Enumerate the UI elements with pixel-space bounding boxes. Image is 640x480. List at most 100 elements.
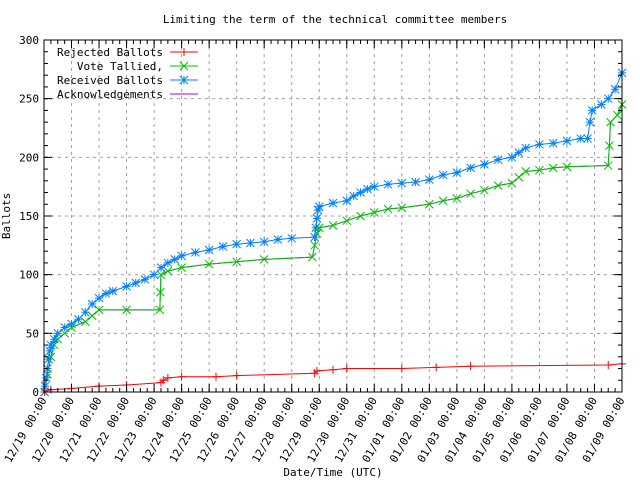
- plus-marker: [232, 371, 241, 380]
- star-marker: [311, 223, 321, 233]
- star-marker: [80, 307, 90, 317]
- star-marker: [156, 263, 166, 272]
- star-marker: [87, 299, 97, 309]
- star-marker: [163, 258, 173, 268]
- star-marker: [452, 168, 462, 177]
- star-marker: [535, 140, 544, 149]
- y-tick-label: 300: [19, 34, 39, 47]
- star-marker: [122, 282, 131, 291]
- cross-marker: [163, 266, 173, 276]
- cross-marker: [466, 189, 475, 199]
- star-marker: [493, 155, 503, 165]
- star-marker: [246, 238, 255, 248]
- star-marker: [342, 196, 352, 206]
- cross-marker: [613, 110, 622, 120]
- star-marker: [369, 182, 379, 192]
- cross-marker: [155, 305, 165, 315]
- cross-marker: [369, 208, 379, 217]
- series-received-ballots: [40, 68, 627, 397]
- star-marker: [356, 188, 365, 197]
- star-marker: [310, 232, 320, 242]
- star-marker: [438, 170, 448, 180]
- star-marker: [562, 136, 572, 146]
- series-line: [44, 363, 623, 393]
- star-marker: [108, 286, 118, 296]
- cross-marker: [514, 172, 524, 182]
- star-marker: [514, 148, 524, 157]
- plus-marker: [177, 372, 186, 381]
- cross-marker: [177, 263, 186, 272]
- star-marker: [424, 175, 434, 184]
- star-marker: [53, 328, 63, 338]
- star-marker: [312, 213, 322, 223]
- star-marker: [466, 163, 475, 173]
- star-marker: [314, 202, 324, 211]
- star-marker: [149, 270, 159, 280]
- plus-marker: [180, 48, 188, 56]
- cross-marker: [356, 211, 365, 221]
- cross-marker: [562, 162, 572, 172]
- y-tick-label: 250: [19, 93, 39, 106]
- y-tick-label: 150: [19, 210, 39, 223]
- cross-marker: [521, 167, 531, 176]
- y-tick-label: 50: [26, 327, 39, 340]
- star-marker: [287, 233, 297, 243]
- star-marker: [94, 293, 104, 303]
- cross-marker: [383, 204, 393, 214]
- star-marker: [140, 275, 150, 284]
- star-marker: [45, 346, 55, 356]
- star-marker: [49, 334, 59, 344]
- cross-marker: [342, 216, 352, 226]
- x-axis-label: Date/Time (UTC): [283, 466, 382, 479]
- legend-label: Rejected Ballots: [57, 46, 163, 59]
- cross-marker: [80, 317, 90, 326]
- star-marker: [383, 179, 393, 189]
- star-marker: [507, 152, 517, 162]
- cross-marker: [507, 178, 517, 188]
- star-marker: [603, 94, 613, 104]
- cross-marker: [122, 305, 131, 315]
- plus-marker: [432, 363, 441, 372]
- star-marker: [349, 191, 358, 201]
- star-marker: [411, 177, 420, 187]
- cross-marker: [204, 259, 214, 269]
- cross-marker: [452, 194, 462, 203]
- y-tick-label: 200: [19, 151, 39, 164]
- star-marker: [191, 248, 200, 257]
- star-marker: [170, 255, 180, 264]
- star-marker: [259, 237, 269, 247]
- cross-marker: [605, 141, 614, 150]
- star-marker: [610, 84, 620, 94]
- series-vote-tallied: [40, 100, 627, 397]
- star-marker: [273, 235, 283, 244]
- star-marker: [587, 106, 597, 115]
- star-marker: [597, 100, 606, 109]
- star-marker: [60, 323, 69, 332]
- cross-marker: [94, 305, 104, 315]
- cross-marker: [87, 311, 97, 321]
- cross-marker: [493, 181, 503, 190]
- star-marker: [40, 381, 50, 391]
- plus-marker: [329, 365, 337, 374]
- y-tick-label: 0: [32, 386, 39, 399]
- plus-marker: [342, 364, 351, 373]
- star-marker: [521, 143, 531, 153]
- legend-label: Received Ballots: [57, 74, 163, 87]
- star-marker: [363, 184, 372, 194]
- star-marker: [131, 278, 141, 288]
- cross-marker: [308, 252, 317, 262]
- cross-marker: [259, 255, 269, 264]
- cross-marker: [480, 185, 489, 195]
- cross-marker: [328, 221, 338, 230]
- star-marker: [583, 134, 592, 143]
- cross-marker: [232, 257, 242, 267]
- series-group: [40, 68, 627, 397]
- star-marker: [548, 138, 558, 148]
- plus-marker: [212, 372, 221, 381]
- plus-marker: [159, 376, 168, 385]
- cross-marker: [535, 165, 544, 175]
- star-marker: [44, 354, 53, 364]
